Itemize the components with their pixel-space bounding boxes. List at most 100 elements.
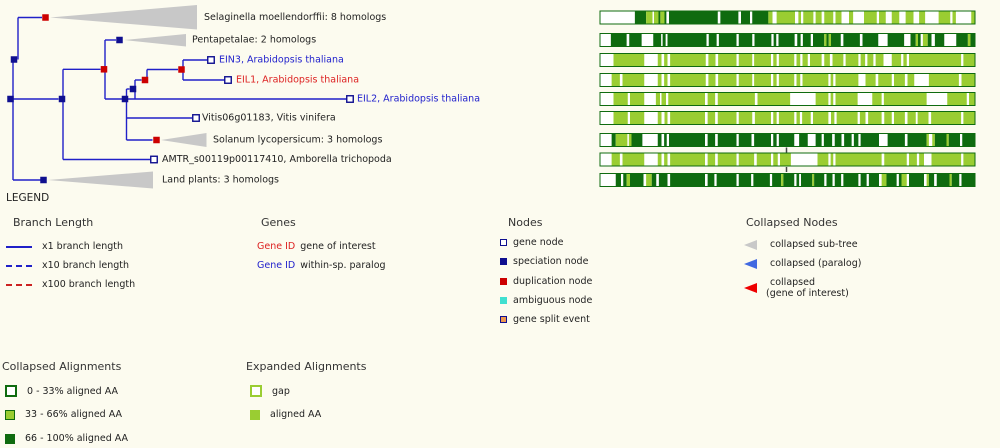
alignment-segment <box>860 134 879 146</box>
alignment-segment <box>773 134 777 146</box>
alignment-segment <box>883 93 927 105</box>
speciation-node[interactable] <box>121 95 129 103</box>
legend-item-label: x100 branch length <box>42 279 136 290</box>
tree-leaf-label[interactable]: Solanum lycopersicum: 3 homologs <box>213 135 382 146</box>
alignment-segment <box>947 93 967 105</box>
branch-length-heading: Branch Length <box>13 216 94 229</box>
alignment-segment <box>664 134 667 146</box>
tree-leaf-label[interactable]: EIL2, Arabidopsis thaliana <box>357 94 480 105</box>
tree-leaf-label[interactable]: Vitis06g01183, Vitis vinifera <box>202 113 336 124</box>
alignment-segment <box>664 54 668 66</box>
speciation-node[interactable] <box>116 36 123 44</box>
alignment-segment <box>860 54 866 66</box>
alignment-segment <box>754 54 771 66</box>
alignment-segment <box>909 54 962 66</box>
alignment-segment <box>799 134 808 146</box>
alignment-segment <box>813 112 829 124</box>
legend-item-speciation-node: speciation node <box>500 256 588 267</box>
alignment-segment <box>843 34 860 46</box>
aligned-66-100-swatch-icon <box>5 433 15 444</box>
legend-item-label: x1 branch length <box>42 241 124 252</box>
collapsed-subtree-triangle[interactable] <box>50 5 197 30</box>
alignment-segment <box>824 34 827 46</box>
duplication-node[interactable] <box>178 66 185 73</box>
tree-leaf-label[interactable]: AMTR_s00119p00117410, Amborella trichopo… <box>162 154 392 165</box>
collapsed-label-line1: collapsed <box>770 277 815 288</box>
alignment-segment <box>772 174 782 186</box>
alignment-segment <box>887 134 905 146</box>
alignment-segment <box>949 174 952 186</box>
gene-node[interactable] <box>150 155 158 164</box>
duplication-node[interactable] <box>153 136 160 144</box>
tree-leaf-label[interactable]: EIN3, Arabidopsis thaliana <box>219 55 344 66</box>
legend-title: LEGEND <box>6 192 50 204</box>
alignment-segment <box>878 74 892 86</box>
collapsed-subtree-triangle[interactable] <box>124 34 186 47</box>
alignment-segment <box>613 54 645 66</box>
alignment-segment <box>717 134 737 146</box>
gene-split-event-icon <box>500 316 507 323</box>
alignment-segment <box>628 134 632 146</box>
speciation-node[interactable] <box>7 95 14 103</box>
alignment-segment <box>849 11 854 24</box>
speciation-node[interactable] <box>40 176 47 184</box>
alignment-segment <box>738 153 755 166</box>
alignment-segment <box>934 134 947 146</box>
alignment-segment <box>946 134 949 146</box>
legend-item-label: 33 - 66% aligned AA <box>25 409 122 420</box>
gene-node[interactable] <box>192 114 200 122</box>
x10-branch-line-icon <box>6 264 32 267</box>
alignment-segment <box>798 11 801 24</box>
alignment-segment <box>738 34 753 46</box>
collapsed-subtree-triangle[interactable] <box>161 133 207 147</box>
gene-node[interactable] <box>224 76 232 84</box>
alignment-segment <box>707 93 716 105</box>
alignment-segment <box>932 134 935 146</box>
alignment-segment <box>835 93 858 105</box>
alignment-segment <box>834 174 842 186</box>
alignment-bar-border <box>599 53 976 67</box>
legend-item-collapsed-subtree: collapsed sub-tree <box>744 239 858 250</box>
tree-leaf-label[interactable]: EIL1, Arabidopsis thaliana <box>236 75 359 86</box>
alignment-segment <box>773 112 777 124</box>
duplication-node[interactable] <box>42 14 49 21</box>
legend-item-collapsed-gene-of-interest: collapsed (gene of interest) <box>744 277 849 299</box>
alignment-segment <box>891 11 900 24</box>
gene-node[interactable] <box>207 56 215 64</box>
alignment-segment <box>707 174 715 186</box>
alignment-segment <box>738 134 752 146</box>
tree-leaf-label[interactable]: Selaginella moellendorffii: 8 homologs <box>204 12 386 23</box>
legend-item-label: collapsed (gene of interest) <box>766 277 849 299</box>
alignment-segment <box>853 134 859 146</box>
legend-item-label: 0 - 33% aligned AA <box>27 385 118 397</box>
collapsed-subtree-triangle-icon <box>744 239 757 250</box>
collapsed-subtree-triangle[interactable] <box>48 171 153 189</box>
duplication-node[interactable] <box>100 66 108 73</box>
tree-leaf-label[interactable]: Land plants: 3 homologs <box>162 175 279 186</box>
alignment-segment <box>868 112 882 124</box>
alignment-segment <box>928 74 959 86</box>
alignment-segment <box>936 174 950 186</box>
alignment-segment <box>738 54 753 66</box>
alignment-segment <box>814 174 825 186</box>
alignment-segment <box>776 11 795 24</box>
alignment-segment <box>952 11 956 24</box>
duplication-node[interactable] <box>141 76 149 84</box>
alignment-segment <box>796 54 801 66</box>
gene-id-blue-sample: Gene ID <box>257 260 296 271</box>
gene-node[interactable] <box>346 95 354 103</box>
alignment-segment <box>610 34 627 46</box>
alignment-bar-border <box>599 173 976 187</box>
alignment-segment <box>803 11 814 24</box>
speciation-node[interactable] <box>58 95 66 103</box>
tree-leaf-label[interactable]: Pentapetalae: 2 homologs <box>192 35 316 46</box>
collapsed-alignments-heading: Collapsed Alignments <box>2 360 122 373</box>
speciation-node[interactable] <box>129 85 137 93</box>
alignment-segment <box>802 112 811 124</box>
alignment-bar-border <box>599 92 976 106</box>
ambiguous-node-icon <box>500 296 507 304</box>
alignment-segment <box>796 112 800 124</box>
alignment-segment <box>903 54 907 66</box>
speciation-node[interactable] <box>10 56 18 63</box>
expanded-alignments-heading: Expanded Alignments <box>246 360 367 373</box>
